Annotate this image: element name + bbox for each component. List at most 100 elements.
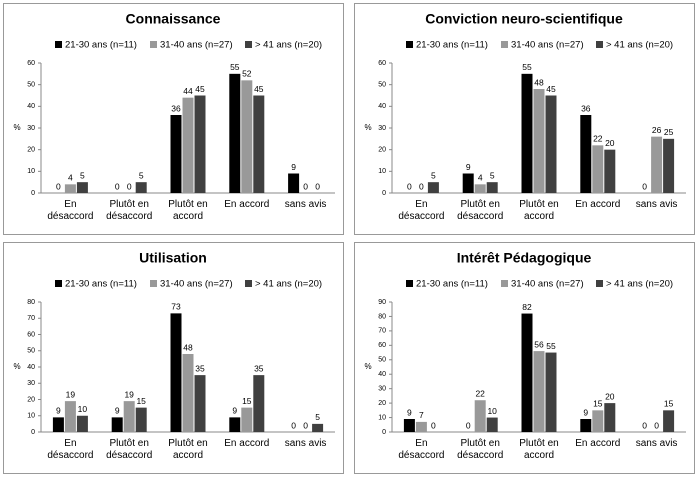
value-label: 5 [80,170,85,180]
value-label: 0 [419,181,424,191]
bar [288,173,300,193]
chart-title: Connaissance [126,11,221,27]
bar [663,410,675,432]
value-label: 4 [478,173,483,183]
y-tick-label: 30 [378,386,386,393]
value-label: 35 [195,363,205,373]
value-label: 15 [242,396,252,406]
value-label: 82 [522,302,532,312]
chart-title: Utilisation [139,250,207,266]
legend-label: > 41 ans (n=20) [255,40,322,51]
y-tick-label: 0 [31,429,35,436]
legend-label: 21-30 ans (n=11) [65,279,137,290]
bar [474,400,486,432]
value-label: 45 [254,84,264,94]
legend-swatch [596,41,603,48]
y-axis-label: % [13,123,20,132]
y-tick-label: 0 [382,190,386,197]
bar [415,421,427,432]
value-label: 9 [56,406,61,416]
value-label: 35 [254,363,264,373]
bar [241,80,253,193]
value-label: 56 [534,339,544,349]
y-tick-label: 20 [378,400,386,407]
y-tick-label: 80 [378,313,386,320]
y-tick-label: 60 [378,60,386,67]
y-tick-label: 60 [27,60,35,67]
bar [76,415,88,432]
x-tick-label: En accord [575,438,621,449]
value-label: 4 [68,173,73,183]
legend-swatch [245,41,252,48]
value-label: 0 [315,181,320,191]
bar [111,417,123,432]
value-label: 0 [127,181,132,191]
y-tick-label: 20 [27,396,35,403]
x-tick-label: En accord [575,199,621,210]
value-label: 0 [466,420,471,430]
bar [170,115,182,193]
value-label: 0 [431,420,436,430]
value-label: 0 [407,181,412,191]
bar [604,149,616,193]
x-tick-label: Plutôt en accord [519,199,559,222]
value-label: 19 [66,389,76,399]
bar [253,95,265,193]
y-tick-label: 50 [27,82,35,89]
value-label: 5 [490,170,495,180]
x-tick-label: Plutôt en accord [168,199,208,222]
y-tick-label: 50 [27,348,35,355]
y-tick-label: 70 [27,315,35,322]
bar [592,410,604,432]
x-tick-label: En désaccord [47,199,94,222]
legend-swatch [55,41,62,48]
bar [64,401,76,432]
value-label: 19 [124,389,134,399]
y-tick-label: 40 [378,371,386,378]
bar [182,97,194,193]
y-axis-label: % [364,123,371,132]
y-tick-label: 10 [27,413,35,420]
x-tick-label: Plutôt en accord [168,438,208,461]
legend-swatch [596,280,603,287]
bar [170,313,182,432]
bar [241,407,253,432]
y-tick-label: 20 [27,147,35,154]
value-label: 22 [593,134,603,144]
bar [312,423,324,432]
x-tick-label: sans avis [284,199,327,210]
bar [123,401,135,432]
legend-swatch [150,41,157,48]
value-label: 0 [642,181,647,191]
value-label: 36 [581,103,591,113]
value-label: 73 [171,302,181,312]
legend-label: 21-30 ans (n=11) [416,279,488,290]
value-label: 36 [171,103,181,113]
value-label: 10 [78,404,88,414]
value-label: 9 [232,406,237,416]
value-label: 0 [115,181,120,191]
legend-swatch [55,280,62,287]
legend-label: > 41 ans (n=20) [255,279,322,290]
x-tick-label: sans avis [284,438,327,449]
bar [474,184,486,193]
y-tick-label: 80 [27,299,35,306]
bar [533,89,545,193]
x-tick-label: Plutôt en accord [519,438,559,461]
bar [545,352,557,432]
value-label: 5 [315,412,320,422]
y-tick-label: 30 [27,125,35,132]
y-tick-label: 0 [382,429,386,436]
x-tick-label: sans avis [635,199,678,210]
y-axis-label: % [364,362,371,371]
x-tick-label: En désaccord [47,438,94,461]
x-tick-label: En désaccord [398,199,445,222]
bar [194,95,206,193]
value-label: 25 [664,127,674,137]
legend-swatch [501,280,508,287]
legend-label: 31-40 ans (n=27) [160,279,233,290]
bar [592,145,604,193]
bar [651,136,663,193]
